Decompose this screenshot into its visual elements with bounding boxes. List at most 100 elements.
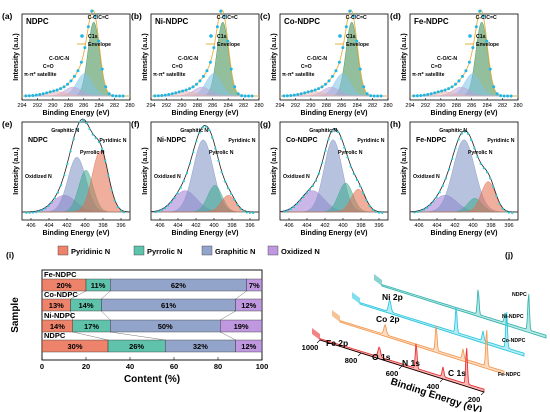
survey-ribbon <box>339 319 505 375</box>
data-point <box>324 82 328 86</box>
data-point <box>454 82 458 86</box>
x-axis-label: Binding Energy (eV) <box>431 110 498 117</box>
data-point <box>467 60 471 64</box>
data-point <box>507 211 511 214</box>
x-tick-label: 292 <box>162 103 171 109</box>
x-tick-label: 286 <box>337 103 346 109</box>
x-tick-label: 200 <box>468 395 481 404</box>
data-point <box>45 91 49 95</box>
data-point <box>426 93 430 97</box>
data-point <box>432 200 435 203</box>
panel-label: (f) <box>131 119 140 129</box>
data-point <box>163 93 167 97</box>
data-point <box>327 79 331 83</box>
peak-label: Pyrrolic N <box>468 150 493 156</box>
x-tick-label: 286 <box>467 103 476 109</box>
data-point <box>336 131 340 134</box>
x-axis-label: Binding Energy (eV) <box>43 230 110 237</box>
data-point <box>69 79 73 83</box>
y-axis-label: Intensity (a.u.) <box>401 33 408 80</box>
data-point <box>365 92 369 96</box>
data-point <box>38 210 41 213</box>
x-tick-label: 280 <box>125 103 134 109</box>
survey-ribbon <box>381 283 547 339</box>
data-point <box>212 46 216 50</box>
peak-label: π-π* satellite <box>282 72 315 78</box>
data-point <box>478 9 482 13</box>
data-point <box>192 151 195 154</box>
data-point <box>239 207 242 210</box>
data-point <box>101 148 104 151</box>
data-point <box>502 94 506 98</box>
data-point <box>313 88 317 92</box>
data-point <box>100 67 104 71</box>
data-point <box>185 171 189 175</box>
bar-segment <box>246 278 263 292</box>
data-point <box>243 94 247 98</box>
data-point <box>104 85 108 89</box>
data-point <box>327 138 330 141</box>
bar-value-label: 20% <box>56 281 71 290</box>
peak-label: Oxidized N <box>25 174 52 180</box>
peak-label: Pyridinic N <box>357 138 384 144</box>
data-point <box>247 94 251 98</box>
plot-frame <box>150 13 260 101</box>
x-tick-label: 100 <box>256 362 269 371</box>
data-point <box>355 178 359 182</box>
data-point <box>157 210 160 213</box>
x-tick-label: 404 <box>302 223 311 229</box>
data-point <box>282 94 286 98</box>
data-point <box>346 156 349 159</box>
x-tick-label: 286 <box>208 103 217 109</box>
x-tick-label: 294 <box>275 103 284 109</box>
y-axis-label: Intensity (a.u.) <box>13 33 20 80</box>
bar-value-label: 17% <box>84 322 99 331</box>
x-tick-label: 282 <box>498 103 507 109</box>
data-point <box>189 162 192 165</box>
x-tick-label: 290 <box>306 103 315 109</box>
peak-label: Graphitic N <box>439 128 467 134</box>
x-tick-label: 292 <box>421 103 430 109</box>
data-point <box>167 204 170 207</box>
bar-value-label: 12% <box>241 301 256 310</box>
legend-swatch <box>57 245 69 256</box>
data-point <box>352 172 355 175</box>
panel-label: (c) <box>260 11 271 21</box>
data-point <box>34 211 38 214</box>
data-point <box>119 209 123 212</box>
peak-label: π-π* satellite <box>412 72 445 78</box>
data-point <box>474 25 478 29</box>
data-point <box>371 208 374 211</box>
data-point <box>230 192 233 196</box>
peak-label: Pyrrolic N <box>209 150 234 156</box>
bar-value-label: 61% <box>161 301 176 310</box>
x-tick-label: 284 <box>482 103 491 109</box>
data-point <box>163 207 167 210</box>
data-point <box>229 67 233 71</box>
x-tick-label: 288 <box>64 103 73 109</box>
x-tick-label: 290 <box>436 103 445 109</box>
data-point <box>204 125 207 128</box>
data-point <box>201 74 205 78</box>
data-point <box>93 14 97 18</box>
x-tick-label: 282 <box>368 103 377 109</box>
data-point <box>447 87 451 91</box>
data-point <box>419 209 422 213</box>
bar-value-label: 14% <box>50 322 65 331</box>
x-tick-label: 398 <box>227 223 236 229</box>
x-tick-label: 284 <box>223 103 232 109</box>
data-point <box>72 74 76 78</box>
x-tick-label: 396 <box>245 223 254 229</box>
data-point <box>219 9 223 13</box>
x-tick-label: 402 <box>320 223 329 229</box>
data-point <box>85 122 88 125</box>
data-point <box>41 92 45 96</box>
data-point <box>76 69 80 73</box>
peak-label: C=O <box>172 64 183 70</box>
data-point <box>97 39 101 43</box>
data-point <box>413 211 416 214</box>
data-point <box>457 79 461 83</box>
connector-line <box>220 310 236 321</box>
x-tick-label: 400 <box>338 223 347 229</box>
